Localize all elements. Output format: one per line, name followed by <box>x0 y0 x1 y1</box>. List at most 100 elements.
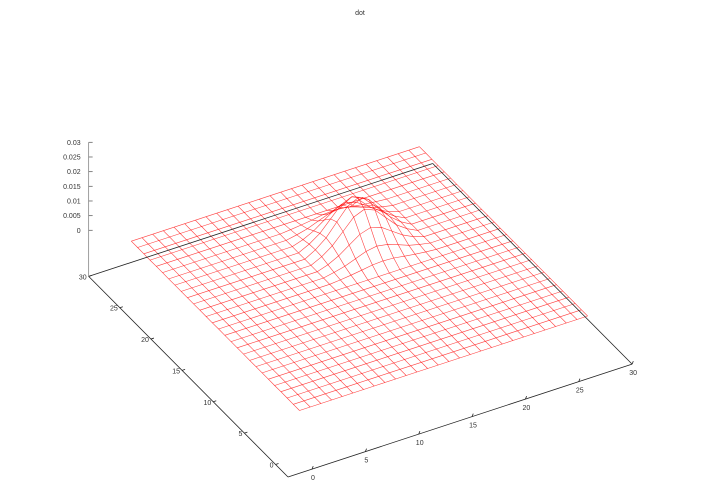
y-tick-label: 5 <box>238 431 242 438</box>
mesh-line-x <box>248 202 418 373</box>
mesh-line-x <box>216 212 386 383</box>
y-tick <box>181 369 186 371</box>
mesh-line-x <box>195 219 364 390</box>
mesh-line-y <box>243 259 532 355</box>
mesh-line-y <box>255 271 545 367</box>
x-tick-label: 5 <box>364 458 368 465</box>
mesh-line-x <box>237 205 407 376</box>
axes: 0 5 10 15 20 25 30 0 5 10 15 20 25 30 0 0.005 0.01 0.015 0… <box>63 140 637 482</box>
mesh-line-x <box>163 230 332 401</box>
mesh-line-y <box>249 265 538 361</box>
mesh-line-y <box>293 309 582 405</box>
mesh-line-x <box>205 216 375 387</box>
y-tick-label: 15 <box>172 368 180 375</box>
mesh-line-y <box>174 190 464 286</box>
surface-mesh <box>131 146 588 411</box>
mesh-line-x <box>397 153 567 324</box>
mesh-line-x <box>376 160 546 331</box>
chart-title: dot <box>355 10 365 17</box>
mesh-line-x <box>419 146 588 317</box>
x-tick <box>631 360 634 365</box>
z-tick-label: 0.02 <box>67 169 81 176</box>
x-tick <box>364 448 367 452</box>
x-tick <box>578 378 581 382</box>
y-tick-label: 20 <box>141 337 149 344</box>
mesh-line-y <box>299 315 588 411</box>
mesh-line-y <box>268 284 557 380</box>
back-axis-line <box>88 163 433 277</box>
y-tick-label: 10 <box>203 400 211 407</box>
x-tick-label: 20 <box>523 405 531 412</box>
mesh-line-x <box>323 177 492 348</box>
x-tick-label: 10 <box>416 440 424 447</box>
x-tick <box>471 413 474 417</box>
mesh-line-y <box>212 228 501 324</box>
mesh-line-x <box>131 240 300 411</box>
mesh-line-y <box>149 165 439 261</box>
z-tick-label: 0 <box>77 228 81 235</box>
y-tick <box>275 463 279 465</box>
mesh-line-y <box>237 253 526 349</box>
x-tick-label: 25 <box>576 388 584 395</box>
mesh-line-y <box>181 196 470 292</box>
x-tick <box>311 465 314 470</box>
x-axis-line <box>287 363 633 478</box>
mesh-line-x <box>365 163 535 334</box>
mesh-line-y <box>156 171 445 267</box>
mesh-line-x <box>269 195 439 366</box>
x-tick-label: 15 <box>469 423 477 430</box>
mesh-line-y <box>193 208 482 305</box>
y-tick <box>213 400 217 403</box>
z-tick-label: 0.005 <box>63 213 81 220</box>
mesh-line-y <box>168 184 457 280</box>
mesh-line-x <box>280 191 450 362</box>
mesh-line-y <box>206 221 495 317</box>
mesh-line-x <box>301 184 471 355</box>
mesh-line-y <box>287 303 576 399</box>
mesh-line-x <box>387 156 556 327</box>
mesh-line-y <box>162 177 451 273</box>
y-tick <box>88 274 92 277</box>
mesh-line-y <box>274 290 563 386</box>
mesh-line-x <box>184 223 354 394</box>
mesh-line-x <box>141 237 311 408</box>
mesh-line-x <box>408 149 578 320</box>
mesh-line-x <box>312 181 482 352</box>
x-tick <box>418 430 421 435</box>
mesh-line-y <box>262 278 551 374</box>
mesh-line-x <box>291 188 460 359</box>
y-tick-label: 0 <box>270 462 274 469</box>
mesh-line-y <box>131 146 420 242</box>
y-tick <box>244 431 248 434</box>
mesh-line-y <box>143 159 432 255</box>
x-tick <box>525 395 527 400</box>
x-tick-label: 0 <box>311 475 315 482</box>
mesh-line-y <box>218 234 507 330</box>
mesh-line-x <box>333 174 503 345</box>
mesh-line-x <box>344 170 514 341</box>
mesh-line-x <box>227 209 396 380</box>
mesh-line-y <box>280 296 569 392</box>
z-tick-label: 0.03 <box>67 140 81 147</box>
mesh-line-x <box>173 226 343 397</box>
mesh-line-x <box>355 167 524 338</box>
y-axis-line <box>88 276 289 478</box>
mesh-line-y <box>187 197 476 298</box>
x-tick-label: 30 <box>629 370 637 377</box>
y-tick <box>150 337 155 340</box>
mesh-line-y <box>230 246 520 342</box>
mesh-line-x <box>152 233 322 404</box>
mesh-line-x <box>259 198 428 369</box>
y-tick-label: 25 <box>110 306 118 313</box>
z-tick-label: 0.01 <box>67 198 81 205</box>
z-tick-label: 0.015 <box>63 184 81 191</box>
mesh-line-y <box>224 240 513 336</box>
mesh-line-y <box>137 152 426 248</box>
right-axis-line <box>432 163 633 365</box>
z-tick-label: 0.025 <box>63 154 81 161</box>
y-tick-label: 30 <box>79 274 87 281</box>
mesh-line-y <box>199 215 489 311</box>
y-tick <box>119 306 123 309</box>
